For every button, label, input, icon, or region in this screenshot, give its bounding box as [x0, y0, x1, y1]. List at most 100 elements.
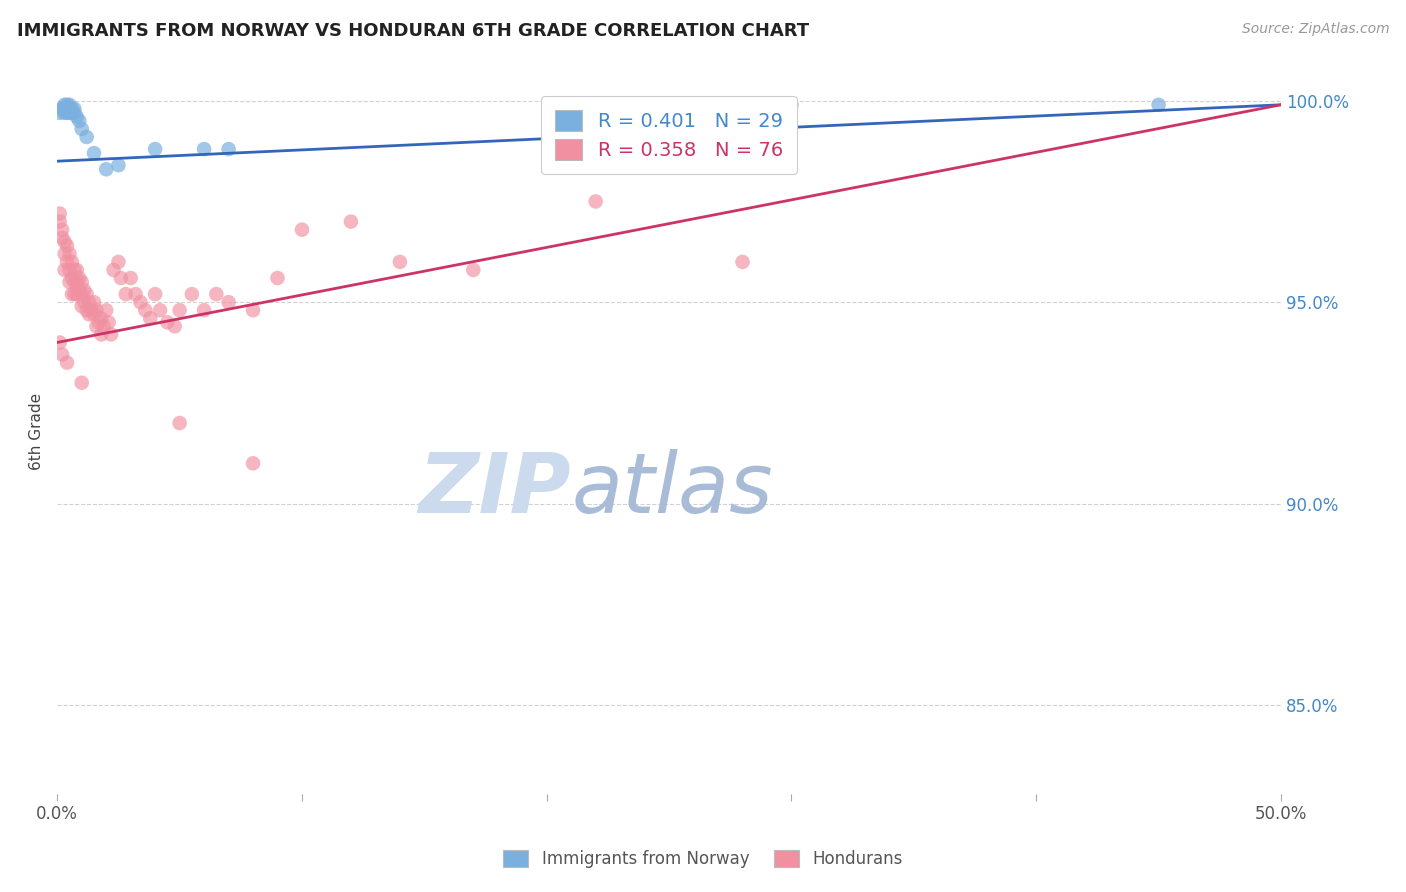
Point: [169, 303, 191, 318]
Point: [340, 214, 363, 228]
Point: [156, 315, 179, 329]
Point: [103, 263, 125, 277]
Point: [70, 275, 93, 289]
Point: [58, 275, 80, 289]
Point: [83, 146, 105, 161]
Point: [107, 158, 129, 172]
Point: [66, 263, 89, 277]
Point: [56, 356, 79, 370]
Point: [73, 295, 96, 310]
Point: [58, 263, 80, 277]
Point: [86, 303, 108, 318]
Point: [60, 287, 83, 301]
Y-axis label: 6th Grade: 6th Grade: [30, 392, 44, 470]
Point: [83, 307, 105, 321]
Point: [163, 319, 186, 334]
Point: [143, 287, 166, 301]
Point: [70, 299, 93, 313]
Point: [93, 319, 115, 334]
Point: [97, 315, 120, 329]
Point: [134, 303, 156, 318]
Point: [193, 303, 215, 318]
Point: [1147, 97, 1170, 112]
Point: [70, 376, 93, 390]
Point: [218, 142, 240, 156]
Point: [100, 327, 122, 342]
Text: ZIP: ZIP: [419, 449, 571, 530]
Point: [53, 105, 76, 120]
Point: [63, 275, 86, 289]
Point: [83, 295, 105, 310]
Point: [73, 283, 96, 297]
Point: [129, 295, 152, 310]
Point: [58, 97, 80, 112]
Point: [48, 335, 70, 350]
Point: [70, 287, 93, 301]
Legend: Immigrants from Norway, Hondurans: Immigrants from Norway, Hondurans: [495, 842, 911, 877]
Point: [53, 235, 76, 249]
Point: [114, 287, 136, 301]
Point: [80, 303, 103, 318]
Point: [63, 287, 86, 301]
Point: [67, 114, 90, 128]
Point: [48, 105, 70, 120]
Point: [242, 456, 264, 470]
Point: [218, 295, 240, 310]
Point: [51, 102, 73, 116]
Point: [388, 255, 411, 269]
Point: [60, 271, 83, 285]
Point: [51, 231, 73, 245]
Point: [56, 255, 79, 269]
Point: [66, 287, 89, 301]
Point: [180, 287, 202, 301]
Point: [731, 255, 754, 269]
Point: [53, 263, 76, 277]
Text: Source: ZipAtlas.com: Source: ZipAtlas.com: [1241, 22, 1389, 37]
Text: IMMIGRANTS FROM NORWAY VS HONDURAN 6TH GRADE CORRELATION CHART: IMMIGRANTS FROM NORWAY VS HONDURAN 6TH G…: [17, 22, 808, 40]
Point: [56, 239, 79, 253]
Point: [58, 105, 80, 120]
Point: [67, 271, 90, 285]
Point: [63, 102, 86, 116]
Point: [110, 271, 132, 285]
Point: [56, 102, 79, 116]
Point: [56, 102, 79, 116]
Point: [120, 271, 142, 285]
Point: [76, 303, 98, 318]
Point: [780, 97, 803, 112]
Point: [48, 206, 70, 220]
Point: [58, 102, 80, 116]
Point: [66, 110, 89, 124]
Point: [242, 303, 264, 318]
Point: [60, 255, 83, 269]
Point: [139, 311, 162, 326]
Point: [53, 247, 76, 261]
Point: [56, 105, 79, 120]
Point: [63, 263, 86, 277]
Point: [463, 263, 485, 277]
Point: [48, 214, 70, 228]
Point: [53, 102, 76, 116]
Point: [77, 307, 100, 321]
Point: [51, 347, 73, 361]
Point: [96, 303, 118, 318]
Point: [205, 287, 228, 301]
Point: [76, 287, 98, 301]
Point: [124, 287, 146, 301]
Point: [143, 142, 166, 156]
Point: [585, 194, 607, 209]
Point: [63, 105, 86, 120]
Point: [107, 255, 129, 269]
Point: [56, 97, 79, 112]
Point: [58, 247, 80, 261]
Point: [60, 102, 83, 116]
Point: [53, 97, 76, 112]
Point: [149, 303, 172, 318]
Point: [51, 102, 73, 116]
Legend: R = 0.401   N = 29, R = 0.358   N = 76: R = 0.401 N = 29, R = 0.358 N = 76: [541, 96, 797, 174]
Point: [90, 327, 112, 342]
Point: [70, 122, 93, 136]
Point: [51, 222, 73, 236]
Point: [86, 319, 108, 334]
Text: atlas: atlas: [571, 449, 773, 530]
